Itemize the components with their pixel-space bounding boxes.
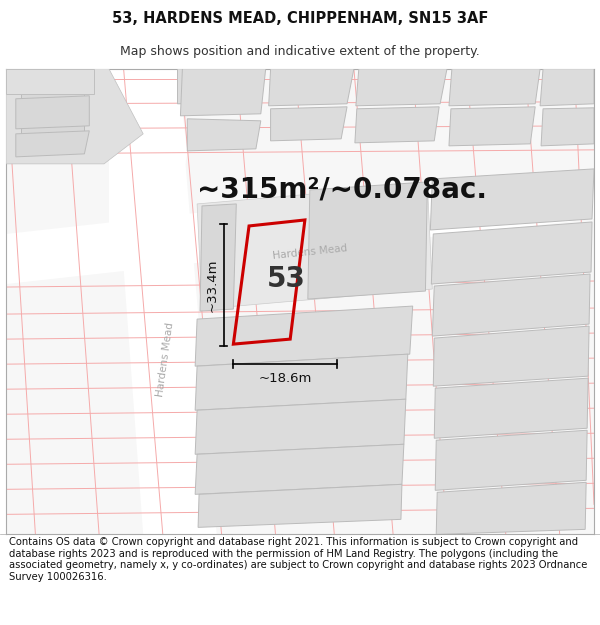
Polygon shape: [187, 119, 261, 151]
Polygon shape: [200, 204, 236, 311]
Polygon shape: [6, 69, 94, 94]
Polygon shape: [435, 430, 587, 491]
Polygon shape: [356, 69, 447, 106]
Polygon shape: [195, 354, 408, 410]
Polygon shape: [541, 107, 594, 146]
Polygon shape: [355, 107, 439, 143]
Polygon shape: [308, 182, 427, 299]
Polygon shape: [6, 169, 594, 284]
Polygon shape: [198, 484, 402, 528]
Text: ~18.6m: ~18.6m: [259, 372, 312, 385]
Polygon shape: [16, 131, 89, 157]
Polygon shape: [195, 444, 404, 494]
Polygon shape: [195, 306, 413, 366]
Polygon shape: [449, 107, 535, 146]
Polygon shape: [269, 69, 354, 106]
Polygon shape: [271, 107, 347, 141]
Text: ~33.4m: ~33.4m: [206, 258, 218, 312]
Polygon shape: [6, 69, 143, 164]
Text: 53, HARDENS MEAD, CHIPPENHAM, SN15 3AF: 53, HARDENS MEAD, CHIPPENHAM, SN15 3AF: [112, 11, 488, 26]
Polygon shape: [436, 482, 586, 534]
Polygon shape: [197, 184, 433, 309]
Text: Contains OS data © Crown copyright and database right 2021. This information is : Contains OS data © Crown copyright and d…: [9, 537, 587, 582]
Text: Hardens Mead: Hardens Mead: [155, 321, 176, 397]
Polygon shape: [433, 326, 589, 386]
Polygon shape: [449, 69, 540, 106]
Text: ~315m²/~0.078ac.: ~315m²/~0.078ac.: [197, 176, 487, 204]
Text: Map shows position and indicative extent of the property.: Map shows position and indicative extent…: [120, 45, 480, 58]
Polygon shape: [430, 169, 594, 230]
Polygon shape: [16, 96, 89, 129]
Polygon shape: [21, 82, 85, 146]
Polygon shape: [109, 69, 217, 534]
Polygon shape: [109, 69, 187, 239]
Polygon shape: [434, 378, 588, 438]
Polygon shape: [540, 69, 594, 106]
Polygon shape: [431, 222, 592, 284]
Polygon shape: [195, 399, 406, 454]
Text: 53: 53: [267, 265, 306, 293]
Polygon shape: [433, 274, 590, 336]
Polygon shape: [178, 69, 217, 104]
Text: Hardens Mead: Hardens Mead: [272, 243, 347, 261]
Polygon shape: [181, 69, 266, 116]
